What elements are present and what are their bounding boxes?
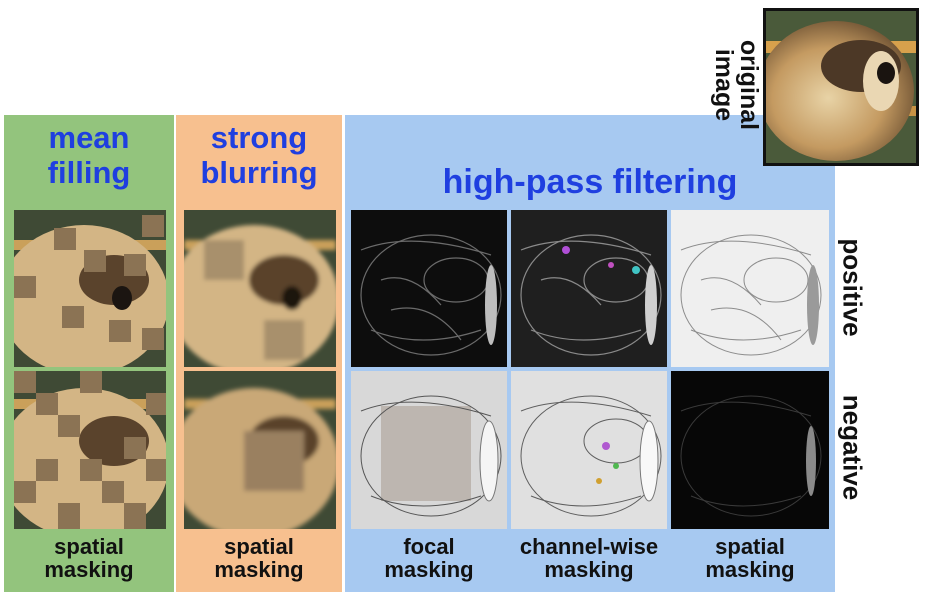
high-pass-focal-caption: focal masking bbox=[384, 534, 474, 583]
mean-filling-caption: spatial masking bbox=[44, 534, 134, 583]
mean-filling-positive-image bbox=[14, 210, 166, 367]
row-label-negative: negative bbox=[837, 394, 868, 501]
high-pass-spatial-positive-image bbox=[671, 210, 829, 367]
high-pass-spatial-caption: spatial masking bbox=[705, 534, 795, 583]
strong-blurring-caption: spatial masking bbox=[214, 534, 304, 583]
high-pass-focal-negative-image bbox=[351, 371, 507, 529]
row-label-positive: positive bbox=[837, 238, 868, 337]
strong-blurring-negative-image bbox=[184, 371, 336, 529]
high-pass-channel-wise-caption: channel-wise masking bbox=[519, 534, 659, 583]
high-pass-spatial-negative-image bbox=[671, 371, 829, 529]
original-image-label: original image bbox=[710, 39, 763, 131]
high-pass-channel-wise-positive-image bbox=[511, 210, 667, 367]
high-pass-channel-wise-negative-image bbox=[511, 371, 667, 529]
strong-blurring-title: strong blurring bbox=[200, 120, 318, 191]
high-pass-filtering-title: high-pass filtering bbox=[442, 163, 738, 201]
strong-blurring-positive-image bbox=[184, 210, 336, 367]
mean-filling-negative-image bbox=[14, 371, 166, 529]
original-image bbox=[763, 8, 919, 166]
mean-filling-title: mean filling bbox=[47, 120, 131, 191]
high-pass-focal-positive-image bbox=[351, 210, 507, 367]
